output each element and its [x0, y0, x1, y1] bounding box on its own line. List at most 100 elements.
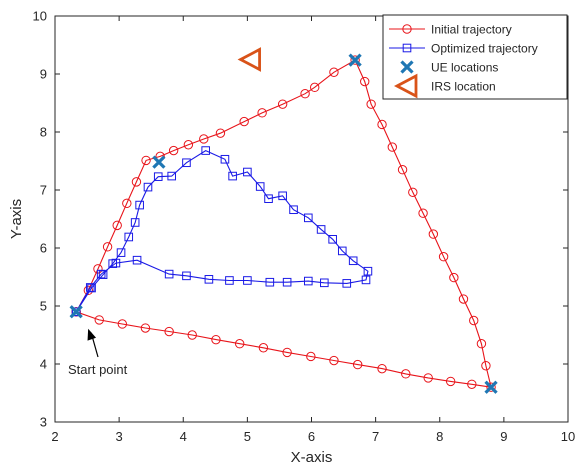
x-tick-label: 7 — [372, 429, 379, 444]
circle-marker — [350, 55, 360, 65]
circle-marker — [329, 355, 339, 366]
ue-location-marker — [152, 155, 166, 169]
circle-marker — [467, 379, 477, 389]
y-tick-label: 10 — [33, 9, 47, 24]
circle-marker — [428, 229, 439, 239]
circle-marker — [360, 76, 370, 87]
circle-marker — [239, 116, 249, 127]
legend-entry: IRS location — [393, 73, 496, 99]
legend-marker — [400, 60, 414, 74]
legend-label: Initial trajectory — [431, 23, 512, 37]
circle-marker — [164, 326, 174, 337]
y-tick-label: 4 — [40, 357, 47, 372]
legend-entry: UE locations — [400, 60, 498, 75]
square-marker — [243, 276, 252, 285]
square-marker — [316, 225, 326, 234]
circle-marker — [102, 242, 113, 252]
ue-location-marker — [348, 53, 362, 67]
series-initial-trajectory — [71, 55, 496, 392]
square-marker — [164, 269, 174, 279]
square-marker — [264, 194, 273, 203]
circle-marker — [306, 351, 316, 362]
circle-marker — [168, 145, 179, 156]
square-marker — [116, 248, 126, 257]
special-markers — [69, 47, 498, 394]
circle-marker — [187, 330, 197, 340]
circle-marker — [131, 177, 142, 187]
circle-marker — [377, 363, 387, 374]
circle-marker — [257, 108, 267, 118]
circle-marker — [234, 339, 245, 349]
y-axis-label: Y-axis — [8, 199, 25, 239]
square-marker — [135, 200, 144, 210]
circle-marker — [141, 155, 151, 166]
square-marker — [243, 167, 252, 177]
y-tick-label: 6 — [40, 241, 47, 256]
circle-marker — [93, 264, 103, 274]
circle-marker — [352, 359, 363, 370]
circle-marker — [112, 220, 122, 231]
circle-marker — [476, 339, 487, 349]
square-marker — [348, 256, 358, 266]
square-marker — [282, 277, 292, 287]
legend-entry: Initial trajectory — [389, 23, 512, 37]
square-marker — [132, 255, 142, 265]
circle-marker — [277, 99, 288, 109]
square-marker — [201, 146, 210, 155]
x-tick-label: 8 — [436, 429, 443, 444]
circle-marker — [445, 376, 456, 387]
square-marker — [167, 171, 177, 181]
square-marker — [182, 158, 191, 168]
circle-marker — [300, 89, 310, 99]
legend-marker — [393, 73, 418, 99]
circle-marker — [140, 323, 151, 333]
square-marker — [204, 275, 214, 284]
legend-label: UE locations — [431, 61, 498, 75]
circle-marker — [377, 119, 387, 130]
series-line — [75, 149, 369, 313]
circle-marker — [83, 285, 94, 296]
series-line — [75, 59, 492, 388]
square-marker — [96, 269, 106, 279]
square-marker — [228, 171, 237, 181]
square-marker — [124, 232, 134, 242]
square-marker — [303, 213, 313, 223]
x-axis-ticks: 2 3 4 5 6 7 8 9 10 — [51, 16, 575, 444]
circle-marker — [458, 294, 469, 304]
x-tick-label: 3 — [116, 429, 123, 444]
square-marker — [255, 182, 265, 191]
square-marker — [363, 266, 373, 276]
square-marker — [265, 277, 275, 287]
square-marker — [85, 283, 95, 292]
circle-marker — [117, 319, 128, 329]
circle-marker — [329, 67, 339, 77]
x-tick-label: 9 — [500, 429, 507, 444]
square-marker — [225, 276, 234, 285]
square-marker — [220, 154, 230, 164]
circle-marker — [211, 334, 221, 345]
x-tick-label: 4 — [180, 429, 187, 444]
start-point-label: Start point — [68, 362, 128, 377]
ue-location-marker — [69, 305, 83, 319]
start-point-arrowhead — [87, 328, 97, 341]
legend: Initial trajectory Optimized trajectory UE… — [382, 14, 568, 100]
circle-marker — [94, 315, 104, 325]
circle-marker — [449, 272, 459, 283]
legend-marker — [402, 24, 412, 34]
circle-marker — [122, 198, 132, 209]
square-marker — [303, 276, 313, 286]
circle-marker — [438, 252, 449, 262]
square-marker — [71, 307, 81, 317]
circle-marker — [401, 369, 411, 379]
circle-marker — [282, 347, 292, 358]
square-marker — [342, 279, 352, 288]
square-marker — [153, 172, 163, 181]
y-tick-label: 5 — [40, 299, 47, 314]
square-marker — [130, 218, 140, 227]
square-marker — [361, 275, 371, 285]
series-layer — [71, 55, 496, 392]
y-tick-label: 9 — [40, 67, 47, 82]
square-marker — [111, 258, 121, 268]
square-marker — [87, 283, 96, 293]
